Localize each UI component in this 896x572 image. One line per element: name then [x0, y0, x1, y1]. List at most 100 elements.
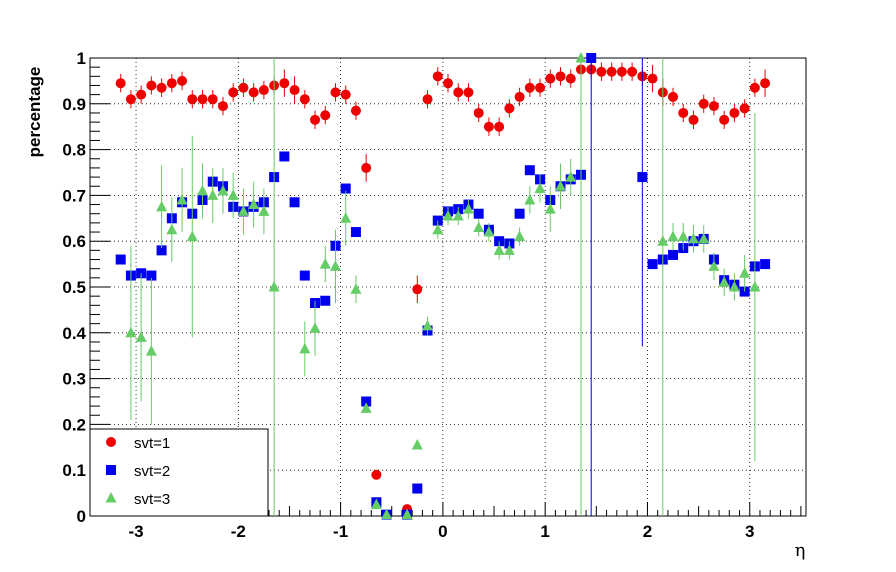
circle-marker	[483, 121, 494, 132]
circle-marker	[760, 78, 771, 89]
square-marker	[473, 208, 484, 219]
y-tick-label: 0	[77, 507, 86, 526]
triangle-marker	[555, 180, 567, 191]
legend-label-svt2: svt=2	[134, 463, 170, 480]
triangle-marker	[329, 260, 341, 271]
triangle-marker	[565, 171, 577, 182]
triangle-marker	[452, 210, 464, 221]
square-marker	[156, 245, 167, 256]
triangle-marker	[514, 230, 526, 242]
triangle-marker	[483, 226, 495, 237]
circle-marker	[340, 89, 351, 100]
circle-marker	[443, 78, 453, 89]
circle-marker	[125, 94, 136, 105]
legend: svt=1 svt=2 svt=3	[89, 428, 269, 517]
circle-marker	[719, 114, 730, 125]
circle-marker	[668, 91, 679, 102]
circle-marker	[279, 78, 290, 89]
y-tick-labels: 0 0.1 0.2 0.3 0.4 0.5 0.6 0.7 0.8 0.9 1	[62, 49, 86, 526]
triangle-marker	[309, 322, 321, 333]
triangle-marker	[462, 203, 474, 214]
circle-marker	[187, 94, 198, 105]
triangle-marker	[381, 508, 393, 520]
triangle-marker	[135, 331, 147, 342]
circle-marker	[371, 469, 382, 480]
circle-marker	[207, 94, 218, 105]
triangle-marker	[156, 200, 168, 212]
triangle-marker	[248, 198, 260, 210]
triangle-marker	[237, 205, 249, 216]
x-tick-label: -3	[128, 522, 143, 541]
triangle-marker	[186, 230, 198, 242]
triangle-marker	[667, 230, 679, 242]
legend-label-svt1: svt=1	[134, 435, 170, 452]
y-tick-label: 0.1	[62, 461, 86, 480]
square-marker	[320, 295, 331, 306]
triangle-marker	[473, 221, 485, 232]
square-marker	[146, 270, 157, 281]
circle-marker	[565, 73, 576, 84]
series-svt1	[115, 60, 771, 515]
square-marker	[350, 227, 361, 238]
square-marker	[299, 270, 310, 281]
circle-marker	[350, 105, 361, 116]
circle-marker	[514, 91, 525, 102]
circle-marker	[330, 87, 341, 98]
square-marker	[289, 197, 300, 208]
circle-marker	[729, 107, 740, 118]
triangle-marker	[166, 223, 178, 235]
circle-marker	[166, 78, 177, 89]
y-tick-label: 0.6	[62, 232, 86, 251]
y-tick-label: 1	[77, 49, 86, 68]
triangle-marker	[534, 182, 546, 194]
square-marker	[760, 259, 771, 270]
square-marker	[115, 254, 126, 265]
legend-markers	[105, 437, 117, 503]
circle-marker	[688, 114, 699, 125]
circle-marker	[115, 78, 126, 89]
circle-marker	[177, 75, 188, 86]
triangle-marker	[299, 342, 311, 354]
data-points	[115, 52, 771, 520]
circle-marker	[228, 87, 239, 98]
triangle-marker	[319, 258, 331, 269]
triangle-marker	[350, 283, 362, 294]
circle-marker	[545, 73, 556, 84]
x-tick-label: -2	[231, 522, 246, 541]
circle-marker	[555, 71, 566, 82]
triangle-marker	[657, 235, 669, 246]
triangle-marker	[708, 260, 720, 271]
circle-marker	[361, 162, 372, 173]
triangle-marker	[493, 244, 505, 255]
x-tick-label: 3	[745, 522, 754, 541]
square-marker	[412, 483, 423, 494]
y-tick-label: 0.7	[62, 186, 86, 205]
triangle-marker	[728, 281, 740, 292]
circle-marker	[217, 101, 228, 112]
circle-marker	[299, 94, 310, 105]
circle-marker	[504, 103, 515, 114]
circle-marker	[238, 82, 249, 93]
triangle-marker	[401, 508, 413, 520]
square-marker	[668, 249, 679, 260]
triangle-marker	[422, 319, 434, 331]
y-tick-label: 0.5	[62, 278, 86, 297]
circle-marker	[156, 82, 167, 93]
circle-marker	[647, 73, 658, 84]
triangle-marker	[524, 193, 536, 205]
circle-marker	[739, 103, 750, 114]
x-tick-labels: -3 -2 -1 0 1 2 3	[128, 522, 754, 541]
triangle-marker	[544, 203, 556, 214]
legend-triangle-marker	[105, 492, 117, 503]
y-tick-label: 0.9	[62, 95, 86, 114]
circle-marker	[310, 114, 321, 125]
x-tick-label: 2	[643, 522, 652, 541]
legend-box	[89, 428, 269, 517]
circle-marker	[422, 94, 433, 105]
y-tick-label: 0.2	[62, 415, 86, 434]
triangle-marker	[217, 184, 229, 196]
triangle-marker	[268, 281, 280, 292]
square-marker	[647, 259, 658, 270]
circle-marker	[678, 107, 689, 118]
square-marker	[514, 208, 525, 219]
